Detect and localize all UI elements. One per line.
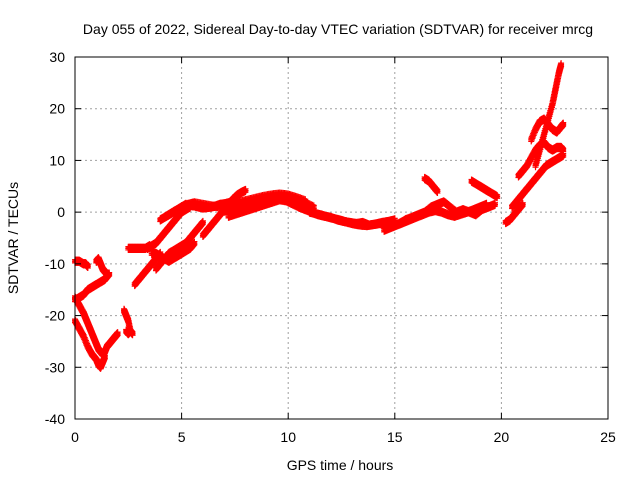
data-point — [242, 189, 249, 196]
data-point — [106, 272, 113, 279]
grid — [75, 57, 608, 419]
series-track-x — [468, 176, 501, 202]
chart-title: Day 055 of 2022, Sidereal Day-to-day VTE… — [83, 21, 593, 37]
series-track-p — [199, 185, 249, 241]
series-track-w — [421, 173, 441, 197]
data-point — [84, 265, 91, 272]
series-track-a — [72, 316, 108, 372]
data-point — [199, 221, 206, 228]
series-track-e — [93, 254, 113, 279]
data-point — [191, 241, 198, 248]
data-point — [114, 332, 121, 339]
data-point — [129, 332, 136, 339]
data-points — [72, 60, 567, 372]
series-track-g — [123, 326, 136, 339]
series-track-d — [72, 256, 91, 272]
series-track-l — [153, 217, 206, 274]
